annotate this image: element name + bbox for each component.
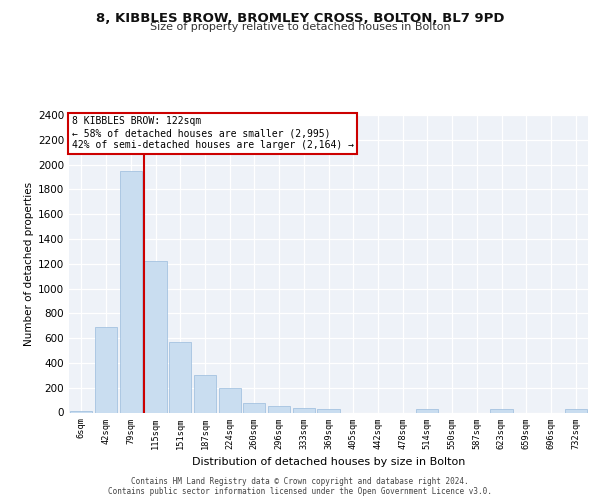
- Bar: [317, 409, 340, 412]
- Bar: [194, 376, 216, 412]
- X-axis label: Distribution of detached houses by size in Bolton: Distribution of detached houses by size …: [192, 457, 465, 467]
- Bar: [169, 342, 191, 412]
- Bar: [119, 171, 142, 412]
- Bar: [243, 402, 265, 412]
- Bar: [490, 410, 512, 412]
- Bar: [145, 262, 167, 412]
- Text: 8, KIBBLES BROW, BROMLEY CROSS, BOLTON, BL7 9PD: 8, KIBBLES BROW, BROMLEY CROSS, BOLTON, …: [96, 12, 504, 26]
- Bar: [268, 406, 290, 412]
- Text: Contains HM Land Registry data © Crown copyright and database right 2024.
Contai: Contains HM Land Registry data © Crown c…: [108, 476, 492, 496]
- Bar: [293, 408, 315, 412]
- Y-axis label: Number of detached properties: Number of detached properties: [24, 182, 34, 346]
- Text: 8 KIBBLES BROW: 122sqm
← 58% of detached houses are smaller (2,995)
42% of semi-: 8 KIBBLES BROW: 122sqm ← 58% of detached…: [71, 116, 353, 150]
- Bar: [95, 327, 117, 412]
- Text: Size of property relative to detached houses in Bolton: Size of property relative to detached ho…: [149, 22, 451, 32]
- Bar: [70, 410, 92, 412]
- Bar: [416, 409, 439, 412]
- Bar: [218, 388, 241, 412]
- Bar: [565, 410, 587, 412]
